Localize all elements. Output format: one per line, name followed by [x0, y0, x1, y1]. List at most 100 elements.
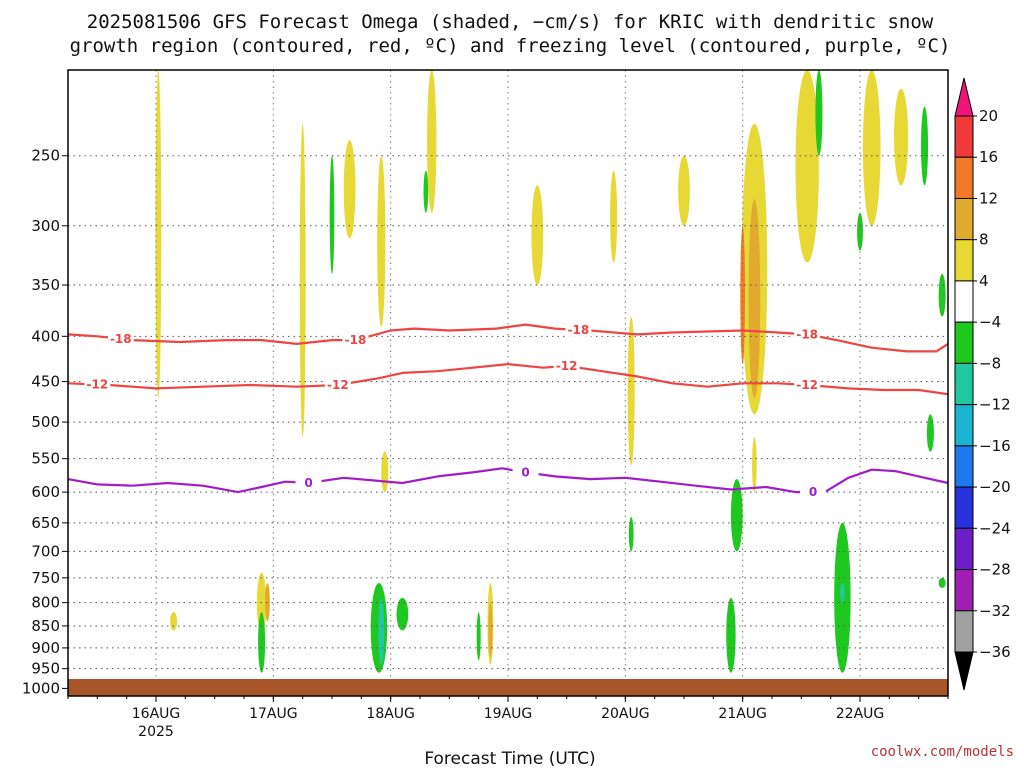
contour-label-bg: [794, 327, 821, 342]
contour-label: -18: [568, 323, 590, 337]
chart-title-line1: 2025081506 GFS Forecast Omega (shaded, −…: [87, 11, 934, 33]
colorbar-tick-label: −16: [979, 437, 1011, 455]
colorbar-segment: [954, 362, 974, 406]
omega-shade-cell: [343, 140, 356, 239]
omega-shade-cell: [329, 155, 335, 274]
colorbar-tick-label: −12: [979, 396, 1011, 414]
credit-text: coolwx.com/models: [871, 744, 1014, 760]
plot-area: -18 -18 -18 -18 -12 -12 -12 -12 0 0 0: [67, 69, 949, 697]
x-axis-label: Forecast Time (UTC): [424, 749, 595, 768]
x-tick-label: 21AUG: [718, 706, 767, 722]
omega-shade-cell: [155, 70, 162, 399]
colorbar-tick-label: 20: [979, 107, 998, 125]
y-tick-label: 800: [31, 594, 60, 612]
omega-shade-cell: [726, 597, 736, 673]
omega-shade-cell: [862, 69, 881, 226]
colorbar-tick-label: 12: [979, 189, 998, 207]
omega-shade-cell: [423, 170, 429, 213]
colorbar-tick-label: −24: [979, 519, 1011, 537]
omega-shade-cell: [476, 612, 481, 661]
contours: -18 -18 -18 -18 -12 -12 -12 -12 0 0 0: [67, 322, 949, 500]
y-tick-label: 400: [31, 327, 60, 345]
colorbar-segment: [954, 486, 974, 529]
contour-label: -12: [556, 359, 578, 373]
contour-label: -12: [327, 378, 349, 392]
x-tick-label: 22AUG: [836, 706, 885, 722]
surface-ground: [68, 679, 948, 696]
contour-label-bg: [794, 377, 821, 392]
omega-shade-cell: [926, 414, 934, 452]
y-tick-label: 900: [31, 639, 60, 657]
contour-line: [67, 323, 949, 353]
omega-shade-cell: [488, 602, 493, 657]
colorbar-segment: [954, 156, 974, 199]
omega-shade-cell: [938, 273, 946, 317]
omega-shade-cell: [938, 577, 946, 588]
contour-label-bg: [512, 465, 539, 480]
colorbar-segment: [954, 239, 974, 282]
omega-shade-cell: [894, 88, 909, 186]
y-tick-label: 350: [31, 276, 60, 294]
colorbar: 20 16 12 8 4 −4 −8 −12 −16 −20 −24 −28 −32 −36: [954, 77, 1011, 691]
x-tick-label: 18AUG: [366, 706, 415, 722]
y-axis-ticks: 250 300 350 400 450 500 550 600 650 700 750 800 850 9…: [22, 147, 68, 697]
omega-shade-cell: [795, 69, 819, 263]
omega-shade-cell: [678, 155, 690, 226]
omega-shade-cell: [752, 437, 757, 493]
colorbar-segment: [954, 197, 974, 241]
colorbar-bottom-triangle: [954, 651, 974, 691]
colorbar-segment: [954, 115, 974, 158]
omega-shade-cell: [170, 612, 178, 631]
y-tick-label: 450: [31, 373, 60, 391]
omega-shade-cell: [381, 451, 389, 493]
omega-shade-cell: [815, 70, 823, 156]
contour-label-bg: [107, 331, 134, 346]
colorbar-segment: [954, 445, 974, 488]
y-tick-label: 950: [31, 660, 60, 678]
y-tick-label: 850: [31, 617, 60, 635]
y-tick-label: 750: [31, 569, 60, 587]
y-tick-label: 550: [31, 450, 60, 468]
colorbar-tick-label: 16: [979, 148, 998, 166]
colorbar-tick-label: −4: [979, 313, 1001, 331]
grid-lines: [68, 70, 948, 696]
omega-shade-cell: [256, 572, 267, 635]
contour-label: 0: [521, 465, 529, 479]
contour-label-bg: [565, 322, 592, 337]
omega-shade-cell: [378, 597, 385, 665]
omega-shade-cell: [531, 185, 544, 286]
contour-label-bg: [295, 476, 322, 491]
contour-label-bg: [800, 485, 827, 500]
y-tick-label: 300: [31, 217, 60, 235]
chart-title-line2: growth region (contoured, red, ºC) and f…: [70, 35, 951, 57]
x-tick-label: 16AUG: [132, 706, 181, 722]
colorbar-top-triangle: [954, 77, 974, 117]
omega-shade-cell: [610, 170, 618, 263]
contour-label: -18: [345, 333, 367, 347]
x-tick-label: 19AUG: [484, 706, 533, 722]
x-tick-sublabel: 2025: [138, 724, 174, 740]
contour-label: -12: [86, 377, 108, 391]
y-tick-label: 650: [31, 514, 60, 532]
omega-shade-cell: [840, 582, 845, 603]
x-tick-label: 20AUG: [601, 706, 650, 722]
contour-label-bg: [553, 358, 580, 373]
colorbar-tick-label: −20: [979, 478, 1011, 496]
y-tick-label: 1000: [22, 679, 60, 697]
colorbar-tick-label: 8: [979, 231, 989, 249]
x-axis-ticks: 16AUG 2025 17AUG 18AUG 19AUG 20AUG 21AUG 22AUG: [67, 696, 949, 740]
omega-shade-cell: [299, 123, 306, 438]
omega-shade-cell: [748, 199, 761, 399]
x-tick-label: 17AUG: [249, 706, 298, 722]
colorbar-segment: [954, 404, 974, 447]
colorbar-segment: [954, 610, 974, 653]
colorbar-segment: [954, 280, 974, 323]
contour-label-bg: [324, 377, 351, 392]
y-tick-label: 500: [31, 413, 60, 431]
omega-shade-cell: [396, 597, 409, 631]
omega-shade-cell: [627, 316, 635, 466]
colorbar-tick-label: −28: [979, 561, 1011, 579]
omega-shade-cell: [921, 106, 929, 186]
omega-shade-cell: [730, 479, 743, 552]
